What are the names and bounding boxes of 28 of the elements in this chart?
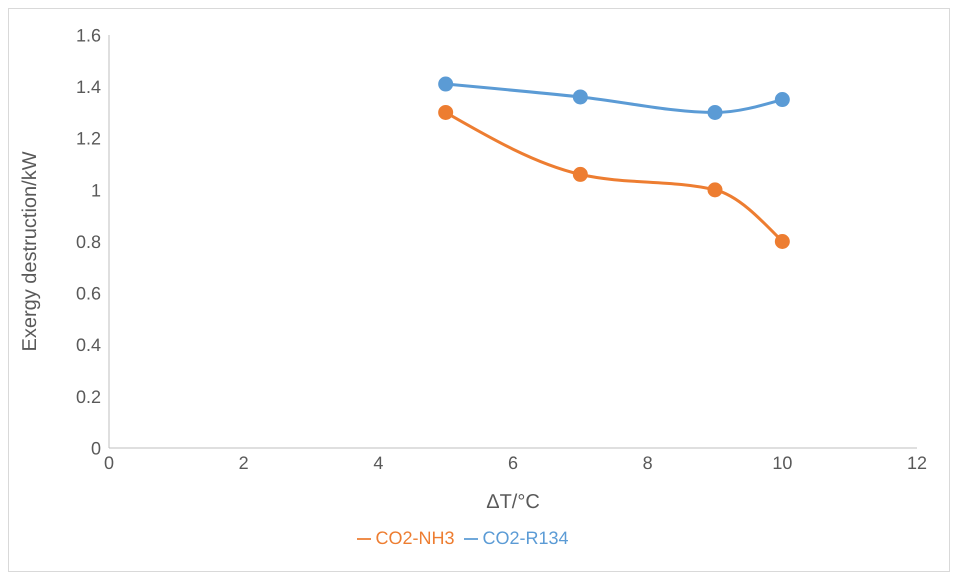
point bbox=[438, 76, 454, 92]
point bbox=[572, 89, 588, 104]
y-tick-label: 1.2 bbox=[76, 128, 101, 149]
y-tick-label: 0.6 bbox=[76, 284, 101, 304]
x-axis-title: ΔT/°C bbox=[486, 491, 540, 513]
x-tick-label: 12 bbox=[906, 452, 928, 473]
y-tick-label: 0 bbox=[90, 438, 101, 458]
x-tick-label: 4 bbox=[373, 452, 384, 473]
y-tick-label: 0.8 bbox=[76, 232, 101, 252]
y-tick-label: 1 bbox=[90, 180, 101, 200]
y-tick-label: 0.4 bbox=[76, 335, 101, 356]
point bbox=[438, 104, 454, 120]
x-tick-label: 0 bbox=[104, 452, 114, 473]
legend-label: CO2-R134 bbox=[482, 528, 569, 548]
legend-label: CO2-NH3 bbox=[375, 528, 454, 548]
point bbox=[708, 104, 722, 120]
point bbox=[708, 182, 722, 198]
y-axis-title: Exergy destruction/kW bbox=[19, 151, 42, 352]
x-tick-label: 2 bbox=[238, 452, 249, 473]
y-tick-label: 1.6 bbox=[76, 25, 101, 46]
point bbox=[774, 92, 790, 108]
point bbox=[774, 234, 790, 249]
x-tick-label: 10 bbox=[772, 452, 792, 473]
point bbox=[572, 166, 588, 182]
y-tick-label: 1.4 bbox=[76, 77, 101, 98]
x-tick-label: 6 bbox=[508, 452, 518, 473]
x-tick-label: 8 bbox=[642, 452, 653, 473]
y-tick-label: 0.2 bbox=[76, 386, 101, 407]
